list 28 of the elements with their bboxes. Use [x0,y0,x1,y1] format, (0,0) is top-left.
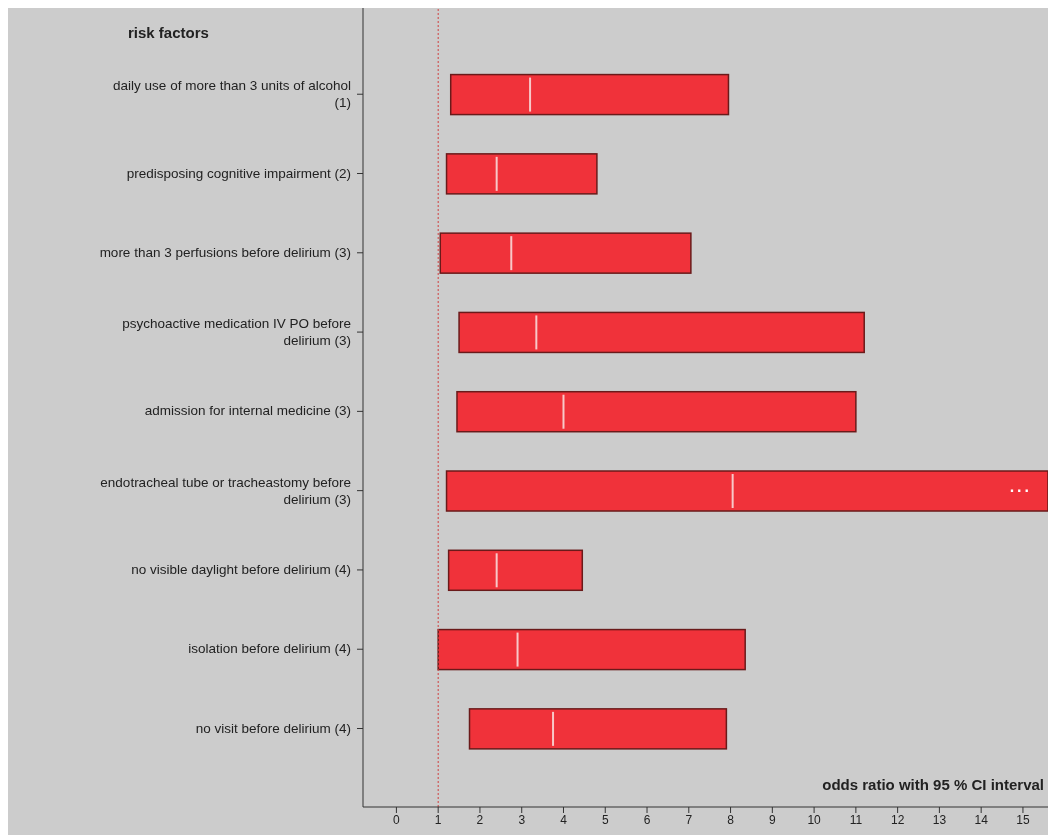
x-tick-label: 4 [560,812,568,827]
x-tick-label: 5 [601,812,609,827]
x-tick-label: 2 [476,812,484,827]
x-tick-label: 11 [849,812,863,827]
y-tick-label: no visit before delirium (4) [195,720,351,736]
y-tick-label: more than 3 perfusions before delirium (3) [99,244,351,260]
y-tick-label: endotracheal tube or tracheastomy before delirium (3) [100,474,351,507]
x-tick-label: 6 [643,812,651,827]
x-tick-label: 0 [393,812,401,827]
x-tick-label: 14 [974,812,989,827]
y-tick-label: predisposing cognitive impairment (2) [126,165,351,181]
x-tick-label: 12 [890,812,905,827]
x-tick-label: 9 [768,812,776,827]
x-tick-label: 3 [518,812,526,827]
x-tick-label: 15 [1016,812,1030,827]
y-tick-label: no visible daylight before delirium (4) [131,561,351,577]
x-tick-label: 7 [685,812,693,827]
y-axis-title: risk factors [128,24,209,41]
y-tick-label: admission for internal medicine (3) [144,402,351,418]
y-tick-label: isolation before delirium (4) [188,640,351,656]
x-tick-label: 1 [434,812,442,827]
x-tick-label: 10 [807,812,822,827]
annotation: ... [1009,478,1032,496]
x-axis-title: odds ratio with 95 % CI interval [822,776,1044,793]
y-tick-label: daily use of more than 3 units of alcohol (1) [113,77,351,110]
y-tick-label: psychoactive medication IV PO before delirium (3) [122,315,351,348]
x-tick-label: 13 [932,812,947,827]
x-tick-label: 8 [727,812,735,827]
